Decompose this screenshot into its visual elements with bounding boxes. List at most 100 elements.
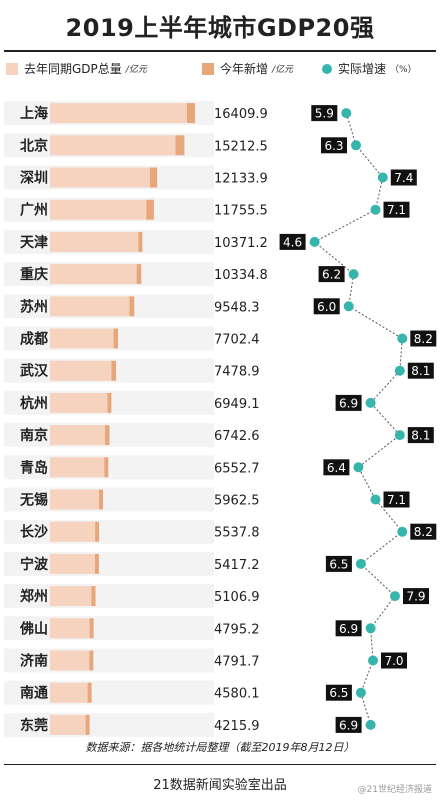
growth-value-label: 4.6 <box>283 235 302 249</box>
credit-line: 21数据新闻实验室出品 <box>153 778 287 793</box>
legend-item-growth: 实际增速 （%） <box>322 60 417 77</box>
city-label: 郑州 <box>20 588 48 605</box>
bar-increase <box>94 553 99 574</box>
growth-value-label: 5.9 <box>315 107 334 121</box>
bar-base <box>50 167 150 188</box>
bar-base <box>50 199 147 220</box>
gdp-value-label: 5106.9 <box>214 590 260 605</box>
growth-value-label: 6.5 <box>329 557 348 571</box>
gdp-value-label: 5417.2 <box>214 558 260 573</box>
bar-base <box>50 135 176 156</box>
growth-label-box <box>403 588 429 605</box>
legend-unit-increase: /亿元 <box>272 65 294 75</box>
bar-increase <box>138 231 143 252</box>
growth-dot <box>343 301 354 312</box>
growth-dot <box>348 269 359 280</box>
growth-label-box <box>321 137 347 154</box>
legend-label-base: 去年同期GDP总量 <box>24 62 122 76</box>
row-band <box>4 551 214 576</box>
bar-base <box>50 425 105 446</box>
growth-value-label: 6.4 <box>327 461 346 475</box>
bar-base <box>50 586 92 607</box>
gdp-value-label: 6949.1 <box>214 397 260 412</box>
growth-label-box <box>381 652 407 669</box>
growth-value-label: 6.5 <box>329 686 348 700</box>
growth-value-label: 6.3 <box>324 139 343 153</box>
growth-value-label: 7.1 <box>387 203 406 217</box>
growth-value-label: 8.1 <box>411 429 430 443</box>
legend-item-increase: 今年新增 /亿元 <box>202 60 293 77</box>
row-band <box>4 487 214 512</box>
bar-base <box>50 360 112 381</box>
gdp-value-label: 7702.4 <box>214 333 260 348</box>
bar-base <box>50 682 88 703</box>
growth-value-label: 6.9 <box>339 718 358 732</box>
city-label: 北京 <box>20 137 48 154</box>
growth-dot <box>355 687 366 698</box>
gdp-value-label: 4215.9 <box>214 719 260 734</box>
legend-dot-growth <box>322 63 332 74</box>
growth-dot <box>309 236 320 247</box>
bar-base <box>50 392 108 413</box>
gdp-value-label: 10334.8 <box>214 268 268 283</box>
growth-label-box <box>383 201 410 218</box>
city-label: 长沙 <box>20 524 48 541</box>
gdp-value-label: 4791.7 <box>214 655 260 670</box>
gdp-value-label: 10371.2 <box>214 236 268 251</box>
legend-unit-growth: （%） <box>390 65 417 75</box>
bar-base <box>50 231 139 252</box>
gdp-value-label: 11755.5 <box>214 204 268 219</box>
growth-dot <box>353 462 364 473</box>
city-label: 济南 <box>20 653 48 670</box>
legend: 去年同期GDP总量 /亿元 今年新增 /亿元 实际增速 （%） <box>6 60 436 84</box>
footer-divider <box>4 764 436 765</box>
city-label: 深圳 <box>20 170 48 187</box>
growth-value-label: 7.0 <box>384 654 403 668</box>
bar-base <box>50 328 114 349</box>
city-label: 青岛 <box>20 459 48 476</box>
growth-label-box <box>318 266 345 283</box>
city-label: 重庆 <box>20 266 48 283</box>
bar-increase <box>113 328 118 349</box>
growth-label-box <box>313 298 340 315</box>
bar-base <box>50 650 90 671</box>
source-note: 数据来源：据各地统计局整理（截至2019年8月12日） <box>85 741 355 754</box>
bar-increase <box>99 489 103 510</box>
city-label: 广州 <box>20 202 48 219</box>
bar-increase <box>87 682 92 703</box>
growth-value-label: 6.9 <box>339 622 358 636</box>
bar-increase <box>136 264 142 285</box>
growth-label-box <box>279 233 306 250</box>
growth-dot <box>397 333 408 344</box>
growth-connector-line <box>313 112 404 726</box>
gdp-value-label: 6552.7 <box>214 461 260 476</box>
row-band <box>4 648 214 673</box>
chart-title: 2019上半年城市GDP20强 <box>65 14 375 42</box>
growth-label-box <box>335 716 362 733</box>
city-label: 武汉 <box>20 363 49 380</box>
city-label: 天津 <box>20 234 48 251</box>
growth-value-label: 8.2 <box>414 332 433 346</box>
growth-dot <box>370 494 381 505</box>
city-label: 无锡 <box>19 492 48 509</box>
bar-increase <box>104 457 109 478</box>
bar-base <box>50 296 130 317</box>
gdp-value-label: 5537.8 <box>214 526 260 541</box>
city-label: 苏州 <box>20 298 48 315</box>
city-label: 上海 <box>20 105 48 122</box>
growth-label-box <box>335 394 362 411</box>
bar-increase <box>187 103 195 124</box>
gdp-value-label: 15212.5 <box>214 139 268 154</box>
growth-label-box <box>311 105 338 122</box>
growth-label-box <box>407 427 434 444</box>
growth-value-label: 6.9 <box>339 396 358 410</box>
growth-label-box <box>410 330 437 347</box>
growth-dot <box>394 365 405 376</box>
growth-dot <box>394 430 405 441</box>
bar-increase <box>146 199 154 220</box>
legend-swatch-increase <box>202 62 214 75</box>
bar-base <box>50 521 96 542</box>
growth-label-box <box>390 169 417 186</box>
growth-label-box <box>335 620 362 637</box>
